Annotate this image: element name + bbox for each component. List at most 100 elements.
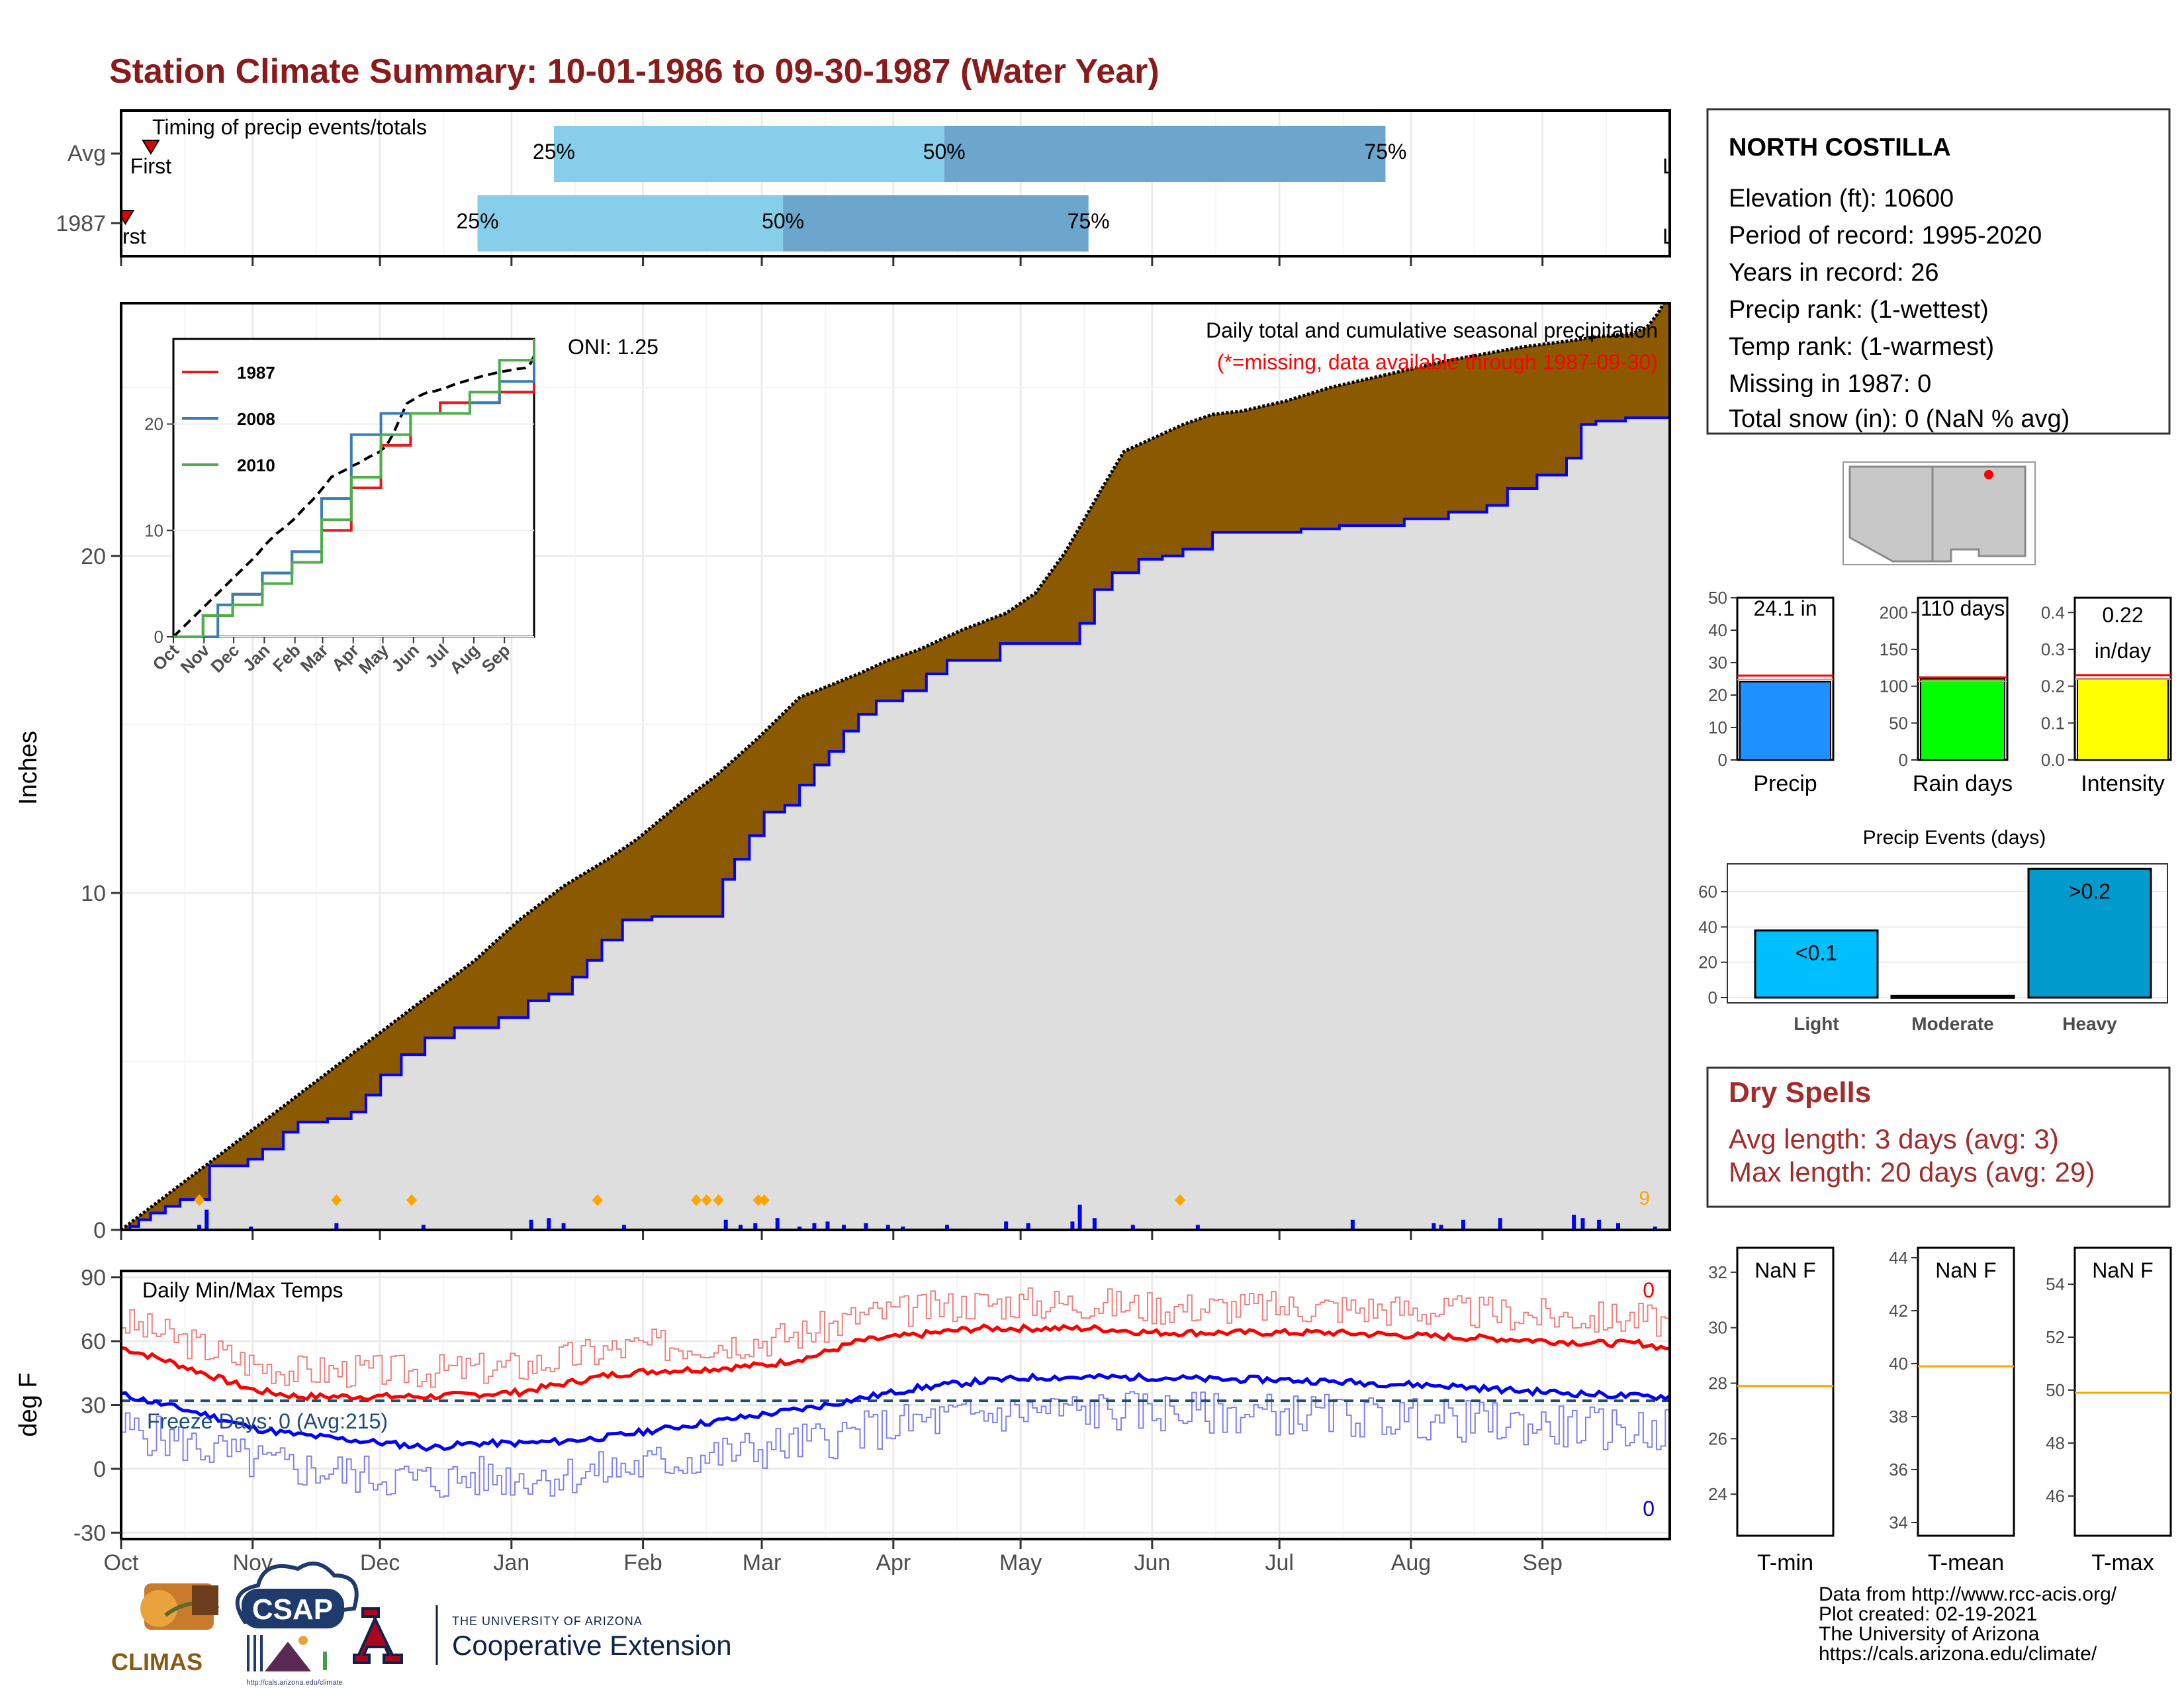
events-y-tick-label: 60	[1698, 882, 1717, 902]
inset-series-lines	[172, 339, 535, 638]
temp-box-tick-label: 24	[1708, 1484, 1727, 1504]
mini-chart-tick-label: 0.0	[2041, 750, 2065, 770]
temp-box-value: NaN F	[1935, 1258, 1996, 1282]
temp-box-t-min: 32 30 28 26 24 NaN F T-min	[1708, 1246, 1835, 1575]
footer-credits: Data from http://www.rcc-acis.org/ Plot …	[1819, 1583, 2117, 1665]
mini-chart-0: 50 40 30 20 10 0 24.1 in Precip	[1708, 588, 1835, 796]
mini-chart-2: 0.4 0.3 0.2 0.1 0.0 0.22 in/day Intensity	[2041, 596, 2172, 796]
temp-y-tick-label: 90	[81, 1266, 106, 1291]
temp-x-tick-label: Dec	[360, 1550, 400, 1575]
precip-panel: 0 10 20 Inches Daily total and cumulative …	[15, 302, 1671, 1243]
daily-precip-bar	[621, 1225, 626, 1230]
missing-data-marker	[1175, 1194, 1186, 1206]
precip-events-axes: 0 20 40 60 Light Moderate Heavy	[1698, 882, 2117, 1034]
locator-map	[1843, 461, 2036, 565]
daily-precip-bar	[739, 1225, 743, 1230]
events-x-label: Light	[1794, 1013, 1839, 1034]
timing-bar-early-Avg	[553, 126, 944, 182]
station-missing: Missing in 1987: 0	[1729, 370, 1931, 398]
temp-y-tick-label: 0	[93, 1457, 106, 1482]
climas-logo: CLIMAS	[111, 1583, 220, 1675]
precip-events-bars: <0.1 >0.2	[1754, 867, 2152, 999]
daily-precip-bar	[197, 1225, 202, 1230]
mini-chart-tick-label: 150	[1880, 639, 1908, 659]
temp-x-tick-label: Sep	[1522, 1550, 1563, 1575]
inset-legend-label: 2008	[237, 409, 275, 429]
station-precip-rank: Precip rank: (1-wettest)	[1729, 296, 1989, 324]
events-bar-heavy	[2027, 867, 2152, 999]
missing-data-marker	[713, 1194, 724, 1206]
missing-data-marker	[691, 1194, 702, 1206]
missing-data-marker	[758, 1194, 770, 1206]
inset-legend-label: 1987	[237, 363, 275, 383]
temp-box-tick-label: 32	[1708, 1262, 1727, 1282]
daily-precip-bar	[812, 1223, 817, 1230]
daily-precip-bar	[1432, 1223, 1436, 1230]
daily-precip-bar	[825, 1221, 830, 1230]
events-x-label: Heavy	[2062, 1013, 2117, 1034]
timing-p25-label: 25%	[533, 140, 575, 164]
precip-events-chart: Precip Events (days) <0.1 >0.2 0 20 40 60 Lig…	[1698, 827, 2168, 1034]
temp-y-tick-label: -30	[73, 1521, 106, 1546]
mini-chart-tick-label: 0.3	[2041, 639, 2065, 659]
temp-x-tick-label: Aug	[1391, 1550, 1432, 1575]
mini-chart-value-line2: in/day	[2095, 639, 2151, 663]
mini-chart-tick-label: 0	[1899, 750, 1908, 770]
station-location-marker	[1984, 470, 1993, 479]
daily-precip-bar	[421, 1225, 426, 1230]
missing-data-marker	[592, 1194, 603, 1206]
timing-bar-late-Avg	[944, 126, 1386, 182]
station-elevation: Elevation (ft): 10600	[1729, 185, 1954, 212]
daily-precip-bar	[1130, 1225, 1135, 1230]
temp-x-tick-label: Apr	[876, 1550, 911, 1575]
mini-chart-tick-label: 0	[1718, 750, 1727, 770]
temp-box-tick-label: 36	[1889, 1460, 1908, 1479]
mini-chart-bar	[1739, 680, 1831, 761]
daily-precip-bar	[1580, 1218, 1585, 1230]
temp-y-tick-label: 30	[81, 1393, 106, 1419]
missing-data-marker	[331, 1194, 342, 1206]
mini-chart-label: Precip	[1753, 771, 1817, 796]
timing-last-label: Last	[1662, 154, 1703, 178]
missing-data-marker	[194, 1194, 205, 1206]
station-name: NORTH COSTILLA	[1729, 134, 1951, 162]
csap-wordmark: CSAP	[252, 1593, 333, 1626]
temp-box-tick-label: 42	[1889, 1301, 1908, 1321]
below-average-area	[124, 303, 1670, 1230]
temp-x-tick-label: May	[999, 1550, 1042, 1575]
inset-average-line	[172, 355, 535, 638]
temp-box-frame	[1736, 1246, 1835, 1537]
events-bar-moderate	[1890, 994, 2015, 999]
credit-university: The University of Arizona	[1819, 1623, 2040, 1645]
temp-y-tick-label: 60	[81, 1329, 106, 1354]
mini-chart-tick-label: 50	[1708, 588, 1727, 608]
daily-precip-bar	[205, 1209, 209, 1230]
inset-legend: 1987 2008 2010	[182, 363, 275, 475]
precip-corner-count: 9	[1639, 1188, 1650, 1209]
missing-data-marker	[701, 1194, 712, 1206]
temp-box-tick-label: 44	[1889, 1248, 1908, 1268]
mini-chart-tick-label: 40	[1708, 620, 1727, 640]
timing-panel-label: Timing of precip events/totals	[152, 115, 427, 139]
temp-box-frame	[1917, 1246, 2015, 1537]
page-title: Station Climate Summary: 10-01-1986 to 0…	[109, 52, 1160, 91]
mini-chart-tick-label: 100	[1880, 677, 1908, 696]
mini-chart-tick-label: 50	[1889, 713, 1908, 733]
daily-precip-bar	[1572, 1215, 1576, 1230]
oni-label: ONI: 1.25	[568, 335, 659, 359]
freeze-days-label: Freeze Days: 0 (Avg:215)	[147, 1409, 388, 1433]
temp-box-tick-label: 48	[2046, 1433, 2065, 1453]
dry-spells-avg: Avg length: 3 days (avg: 3)	[1729, 1123, 2059, 1154]
temp-box-label: T-mean	[1928, 1550, 2004, 1575]
daily-precip-bar	[1350, 1219, 1355, 1230]
mini-chart-1: 200 150 100 50 0 110 days Rain days	[1880, 596, 2013, 796]
daily-precip-bars	[197, 1204, 1657, 1230]
precip-y-tick-label: 0	[93, 1218, 106, 1243]
temp-x-tick-label: Oct	[104, 1550, 139, 1575]
temp-box-t-max: 54 52 50 48 46 NaN F T-max	[2046, 1246, 2172, 1575]
timing-p75-label: 75%	[1068, 209, 1110, 233]
temp-box-tick-label: 26	[1708, 1429, 1727, 1448]
daily-precip-bar	[561, 1223, 566, 1230]
